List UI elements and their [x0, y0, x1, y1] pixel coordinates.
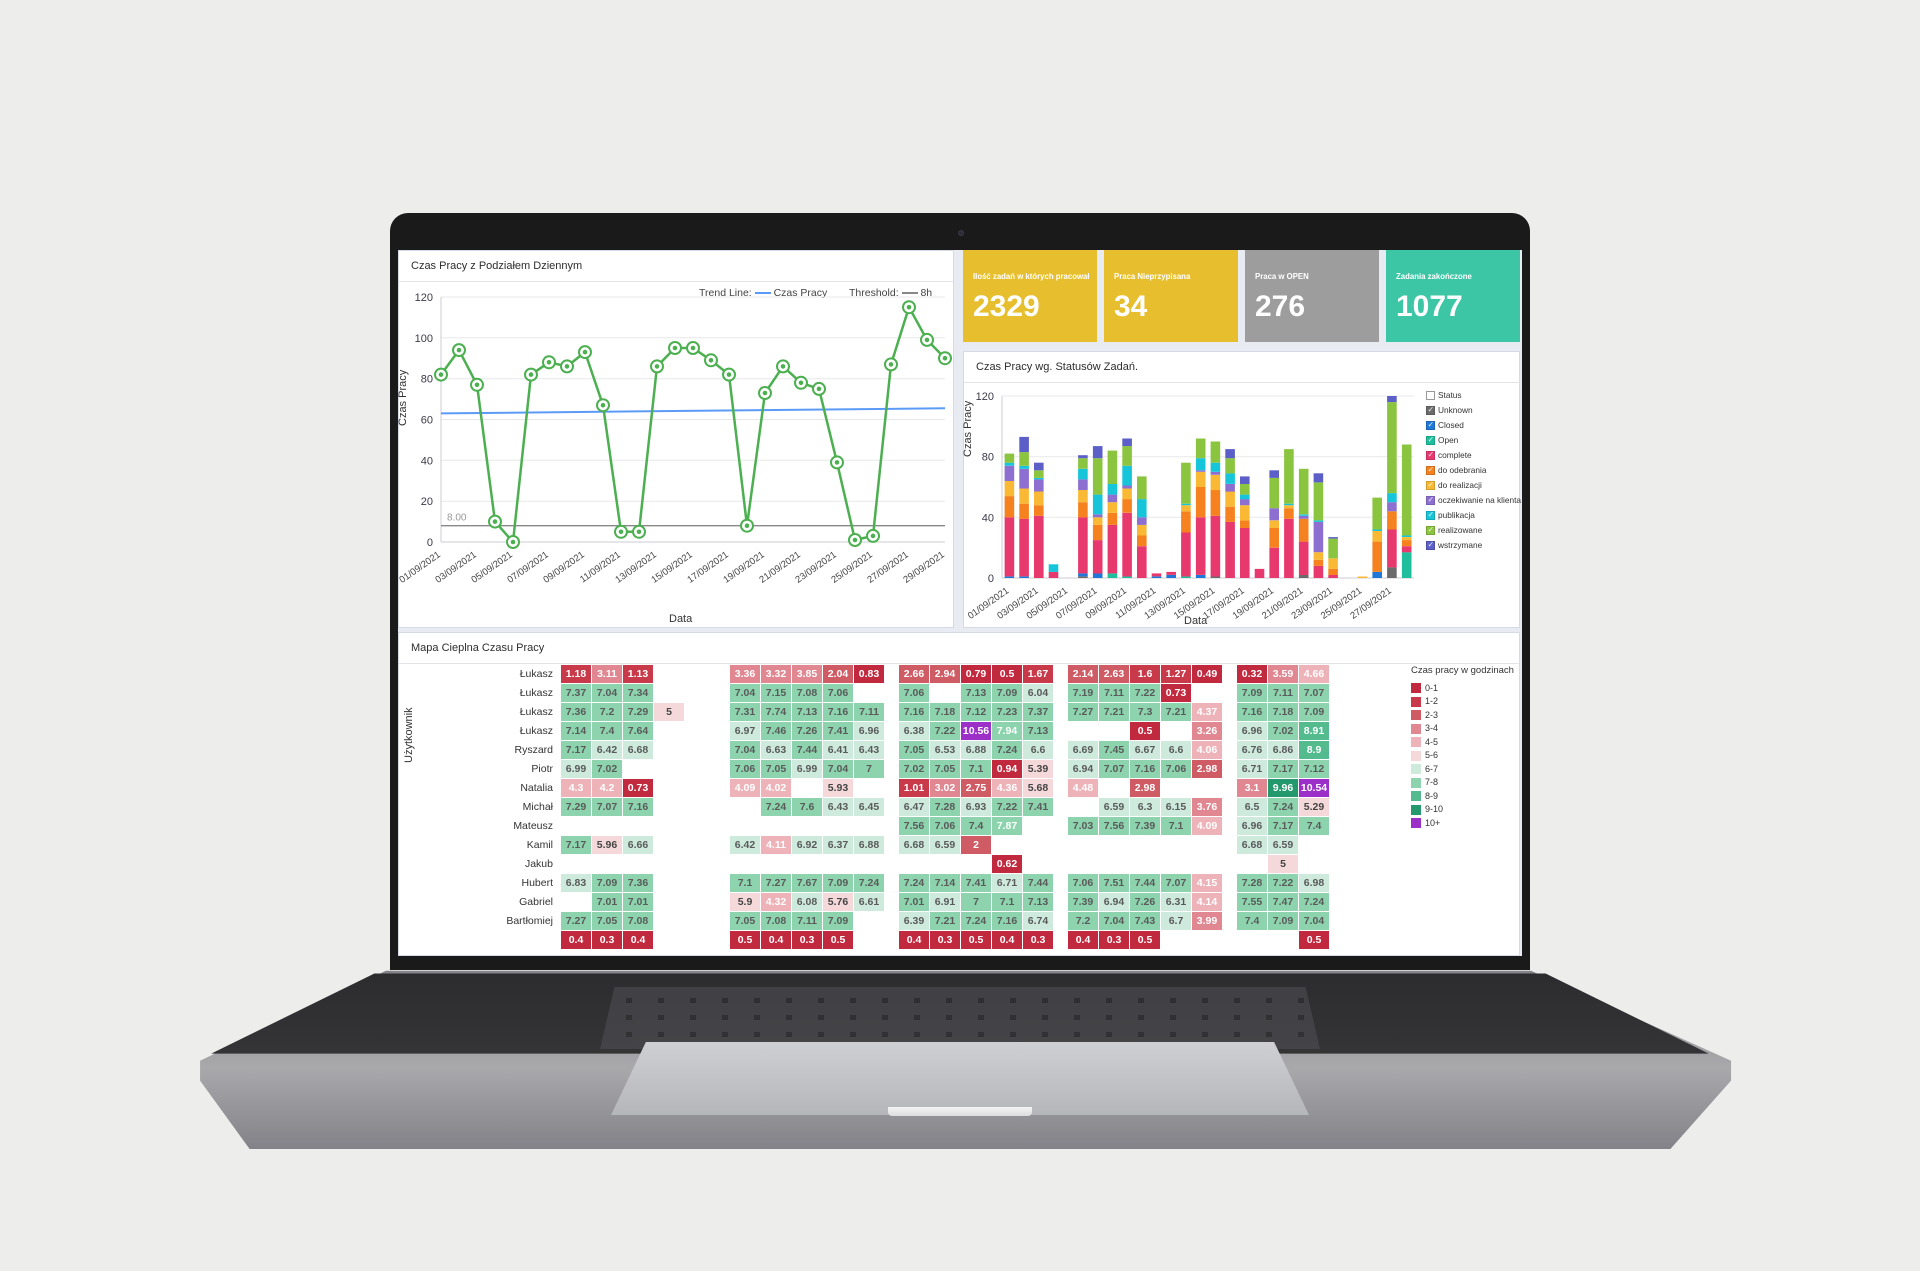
svg-text:0: 0 — [988, 573, 994, 585]
svg-text:100: 100 — [415, 333, 433, 345]
svg-text:120: 120 — [976, 391, 994, 403]
svg-text:29/09/2021: 29/09/2021 — [901, 549, 946, 585]
svg-text:40: 40 — [982, 512, 994, 524]
svg-text:40: 40 — [421, 455, 433, 467]
svg-text:0: 0 — [427, 537, 433, 549]
svg-text:60: 60 — [421, 415, 433, 427]
svg-text:20: 20 — [421, 496, 433, 508]
svg-text:80: 80 — [982, 452, 994, 464]
svg-text:8.00: 8.00 — [447, 513, 467, 524]
svg-text:80: 80 — [421, 374, 433, 386]
svg-text:120: 120 — [415, 292, 433, 304]
